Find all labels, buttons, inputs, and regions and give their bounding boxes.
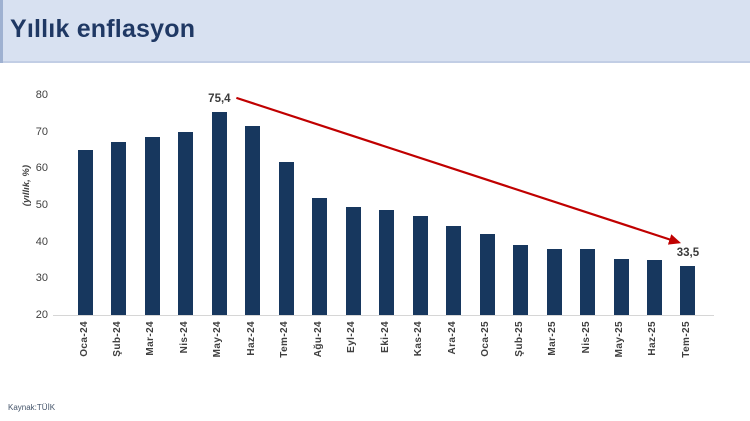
x-axis-tick-label: Nis-24 xyxy=(178,321,190,354)
x-axis-tick-label: Tem-24 xyxy=(279,321,291,358)
bar-Kas-24 xyxy=(412,215,428,315)
bar-Ağu-24 xyxy=(312,197,328,315)
y-axis-tick-label: 80 xyxy=(35,89,48,101)
y-axis-tick-label: 70 xyxy=(35,125,48,138)
y-axis-tick-label: 30 xyxy=(35,272,48,285)
x-axis-tick-label: Eyl-24 xyxy=(346,321,358,353)
bar-Tem-24 xyxy=(278,161,294,315)
bar-Eyl-24 xyxy=(345,207,361,315)
bar-Haz-24 xyxy=(245,125,261,315)
x-axis-tick-label: Oca-24 xyxy=(78,321,90,357)
bar-Şub-24 xyxy=(111,142,127,315)
x-axis-tick-label: Haz-25 xyxy=(647,321,659,356)
bar-Nis-24 xyxy=(178,132,194,315)
bar-Haz-25 xyxy=(646,259,662,315)
x-axis-tick-label: Ara-24 xyxy=(446,321,458,355)
x-axis-tick-label: Kas-24 xyxy=(413,321,425,357)
source-note: Kaynak:TÜİK xyxy=(8,403,56,412)
bar-May-25 xyxy=(613,258,629,315)
x-axis-tick-label: Şub-25 xyxy=(513,321,525,357)
bar-Mar-24 xyxy=(144,137,160,315)
x-axis-tick-label: Ağu-24 xyxy=(312,321,324,358)
bar-Şub-25 xyxy=(513,244,529,315)
peak-value-label: 75,4 xyxy=(208,92,231,105)
x-axis-tick-label: May-25 xyxy=(614,321,626,358)
bar-Oca-25 xyxy=(479,233,495,315)
x-axis-tick-label: May-24 xyxy=(212,321,224,358)
x-axis-line xyxy=(53,315,714,316)
header-bar: Yıllık enflasyon xyxy=(0,0,750,63)
bar-Mar-25 xyxy=(546,248,562,315)
y-axis-tick-label: 40 xyxy=(35,235,48,248)
bar-Eki-24 xyxy=(379,210,395,315)
bar-Nis-25 xyxy=(580,249,596,315)
slide-left-edge xyxy=(0,0,3,63)
latest-value-label: 33,5 xyxy=(676,246,700,259)
bar-Oca-24 xyxy=(78,150,93,315)
x-axis-tick-label: Şub-24 xyxy=(111,321,123,357)
bar-Tem-25 xyxy=(680,265,696,315)
x-axis-tick-label: Tem-25 xyxy=(680,321,692,358)
bar-May-24 xyxy=(211,111,227,315)
x-axis-tick-label: Oca-25 xyxy=(480,321,492,357)
x-axis-tick-label: Mar-24 xyxy=(145,321,157,356)
x-axis-tick-label: Mar-25 xyxy=(547,321,559,356)
page-title: Yıllık enflasyon xyxy=(10,15,196,43)
x-axis-tick-label: Nis-25 xyxy=(580,321,592,354)
inflation-bar-chart: (yıllık, %) 20 30 40 50 60 70 80 Oca-24 Şub-24 Ma… xyxy=(0,63,750,421)
bar-Ara-24 xyxy=(446,225,462,315)
y-axis-tick-label: 50 xyxy=(35,199,48,211)
x-axis-tick-label: Eki-24 xyxy=(379,321,391,353)
y-axis-tick-label: 20 xyxy=(35,309,48,321)
x-axis-tick-label: Haz-24 xyxy=(245,321,257,356)
y-axis-tick-label: 60 xyxy=(35,162,48,175)
